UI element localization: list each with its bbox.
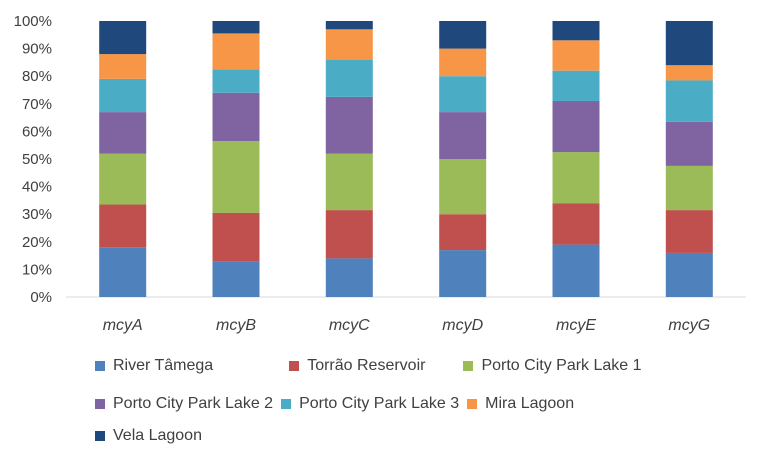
bar-segment — [212, 261, 260, 297]
bar-stack-mcyA — [99, 21, 147, 297]
bar-segment — [212, 141, 260, 213]
x-axis-labels: mcyA mcyB mcyC mcyD mcyE mcyG — [103, 317, 710, 334]
x-tick-label: mcyD — [442, 317, 483, 334]
legend-label: Mira Lagoon — [485, 395, 575, 412]
bar-segment — [439, 112, 487, 159]
legend-item-torrao-reservoir: Torrão Reservoir — [289, 357, 425, 375]
bar-segment — [439, 21, 487, 49]
legend-swatch — [467, 399, 478, 409]
bar-segment — [439, 48, 487, 77]
bar-segment — [439, 76, 487, 113]
bar-segment — [552, 70, 600, 102]
bar-segment — [665, 210, 713, 253]
bar-segment — [99, 21, 147, 55]
bar-stack-mcyE — [552, 21, 600, 297]
bar-segment — [552, 244, 600, 297]
x-tick-label: mcyG — [668, 317, 710, 334]
legend-swatch — [95, 399, 105, 409]
legend-item-porto-city-park-lake-3: Porto City Park Lake 3 — [281, 395, 459, 413]
bar-segment — [665, 252, 713, 297]
bar-segment — [665, 80, 713, 122]
bar-segment — [665, 21, 713, 66]
legend-item-mira-lagoon: Mira Lagoon — [467, 395, 574, 413]
bar-segment — [439, 214, 487, 251]
bar-groups — [99, 21, 713, 297]
legend-item-porto-city-park-lake-1: Porto City Park Lake 1 — [463, 357, 642, 375]
bar-segment — [665, 65, 713, 81]
y-tick-label: 0% — [30, 289, 52, 306]
x-tick-label: mcyB — [216, 317, 256, 334]
bar-segment — [212, 212, 260, 262]
legend-item-river-tamega: River Tâmega — [95, 357, 213, 375]
bar-segment — [212, 21, 260, 34]
bar-segment — [439, 159, 487, 215]
legend-swatch — [289, 361, 300, 371]
bar-stack-mcyD — [439, 21, 487, 297]
bar-segment — [552, 152, 600, 204]
y-tick-label: 100% — [14, 13, 52, 30]
y-tick-label: 60% — [22, 123, 52, 140]
bar-segment — [99, 79, 147, 113]
bar-segment — [325, 96, 373, 154]
bar-segment — [99, 153, 147, 205]
bar-stack-mcyB — [212, 21, 260, 297]
bar-segment — [552, 101, 600, 153]
y-tick-label: 90% — [22, 41, 52, 58]
bar-segment — [325, 29, 373, 60]
legend-label: River Tâmega — [113, 357, 214, 374]
x-tick-label: mcyE — [556, 317, 596, 334]
legend-label: Vela Lagoon — [113, 427, 202, 444]
bar-segment — [325, 210, 373, 259]
legend-swatch — [281, 399, 292, 409]
bar-segment — [665, 165, 713, 211]
legend: River Tâmega Torrão Reservoir Porto City… — [95, 352, 735, 450]
bar-segment — [99, 112, 147, 154]
legend-item-porto-city-park-lake-2: Porto City Park Lake 2 — [95, 395, 273, 413]
y-tick-label: 20% — [22, 234, 52, 251]
bar-segment — [325, 59, 373, 97]
y-tick-label: 40% — [22, 179, 52, 196]
bar-segment — [99, 204, 147, 248]
bar-stack-mcyG — [665, 21, 713, 297]
bar-segment — [552, 40, 600, 71]
legend-label: Porto City Park Lake 2 — [113, 395, 274, 412]
legend-row: Porto City Park Lake 2 Porto City Park L… — [95, 390, 735, 418]
legend-swatch — [95, 431, 105, 441]
bar-segment — [212, 69, 260, 93]
legend-row: River Tâmega Torrão Reservoir Porto City… — [95, 352, 735, 380]
y-tick-label: 30% — [22, 206, 52, 223]
bar-segment — [99, 54, 147, 79]
bar-segment — [552, 21, 600, 41]
bar-segment — [552, 203, 600, 245]
y-tick-label: 80% — [22, 68, 52, 85]
bar-segment — [212, 33, 260, 70]
y-tick-label: 10% — [22, 261, 52, 278]
bar-segment — [325, 21, 373, 30]
y-tick-label: 70% — [22, 96, 52, 113]
legend-label: Porto City Park Lake 3 — [299, 395, 460, 412]
x-tick-label: mcyA — [103, 317, 143, 334]
bar-segment — [325, 258, 373, 297]
y-tick-label: 50% — [22, 151, 52, 168]
bar-segment — [325, 153, 373, 211]
legend-swatch — [463, 361, 474, 371]
bar-segment — [439, 250, 487, 297]
legend-item-vela-lagoon: Vela Lagoon — [95, 427, 202, 445]
legend-label: Porto City Park Lake 1 — [481, 357, 642, 374]
legend-row: Vela Lagoon — [95, 422, 735, 450]
bar-segment — [99, 247, 147, 297]
bar-stack-mcyC — [325, 21, 373, 297]
legend-swatch — [95, 361, 105, 371]
bar-segment — [665, 121, 713, 166]
bar-segment — [212, 92, 260, 142]
y-axis-ticks: 0% 10% 20% 30% 40% 50% 60% 70% 80% 90% 100% — [14, 13, 52, 306]
x-tick-label: mcyC — [329, 317, 370, 334]
legend-label: Torrão Reservoir — [307, 357, 426, 374]
